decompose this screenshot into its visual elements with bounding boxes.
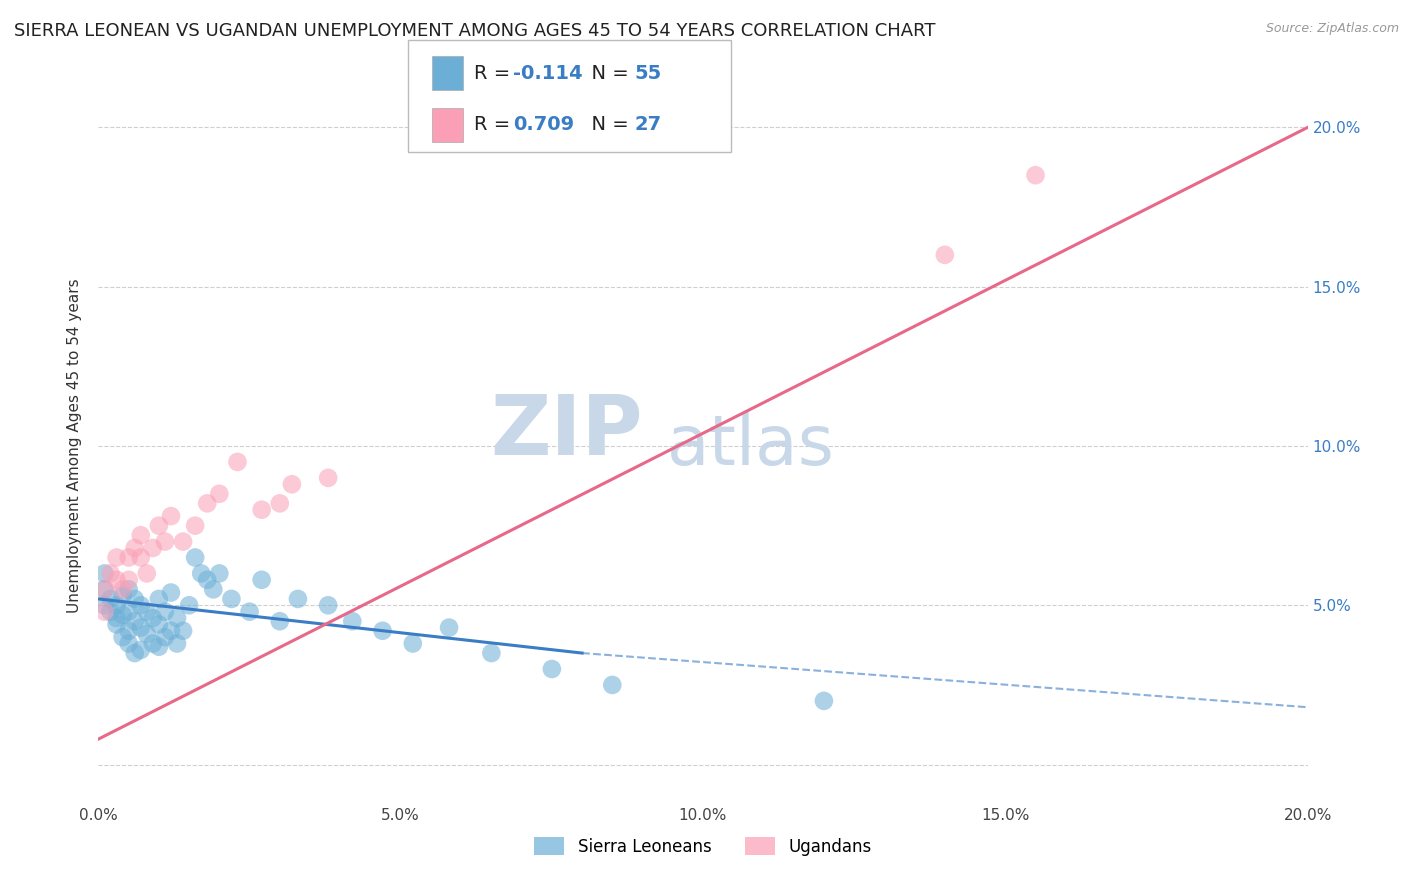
- Text: R =: R =: [474, 64, 516, 83]
- Point: [371, 624, 394, 638]
- Point: [160, 509, 183, 524]
- Point: [129, 550, 152, 565]
- Point: [153, 630, 176, 644]
- Point: [148, 617, 170, 632]
- Point: [105, 599, 128, 613]
- Point: [402, 636, 425, 650]
- Point: [269, 496, 291, 510]
- Point: [316, 599, 339, 613]
- Point: [142, 636, 165, 650]
- Point: [93, 599, 115, 613]
- Point: [1024, 168, 1046, 182]
- Text: N =: N =: [579, 64, 636, 83]
- Point: [93, 605, 115, 619]
- Text: ZIP: ZIP: [491, 392, 643, 472]
- Point: [540, 662, 562, 676]
- Point: [124, 646, 146, 660]
- Point: [239, 605, 262, 619]
- Point: [221, 591, 243, 606]
- Point: [813, 694, 835, 708]
- Text: 55: 55: [634, 64, 661, 83]
- Point: [934, 248, 956, 262]
- Text: 27: 27: [634, 115, 661, 134]
- Point: [100, 566, 122, 581]
- Point: [287, 591, 309, 606]
- Text: R =: R =: [474, 115, 516, 134]
- Point: [124, 614, 146, 628]
- Point: [184, 518, 207, 533]
- Point: [100, 605, 122, 619]
- Point: [129, 528, 152, 542]
- Text: -0.114: -0.114: [513, 64, 583, 83]
- Point: [93, 566, 115, 581]
- Point: [269, 614, 291, 628]
- Text: 0.709: 0.709: [513, 115, 574, 134]
- Point: [93, 582, 115, 597]
- Point: [160, 624, 183, 638]
- Point: [208, 566, 231, 581]
- Point: [129, 643, 152, 657]
- Point: [195, 496, 218, 510]
- Text: SIERRA LEONEAN VS UGANDAN UNEMPLOYMENT AMONG AGES 45 TO 54 YEARS CORRELATION CHA: SIERRA LEONEAN VS UGANDAN UNEMPLOYMENT A…: [14, 22, 935, 40]
- Point: [124, 541, 146, 555]
- Point: [111, 630, 134, 644]
- Point: [105, 573, 128, 587]
- Point: [208, 487, 231, 501]
- Point: [111, 589, 134, 603]
- Point: [148, 640, 170, 654]
- Point: [250, 502, 273, 516]
- Point: [142, 541, 165, 555]
- Point: [135, 566, 157, 581]
- Point: [202, 582, 225, 597]
- Text: Source: ZipAtlas.com: Source: ZipAtlas.com: [1265, 22, 1399, 36]
- Point: [105, 617, 128, 632]
- Point: [179, 599, 201, 613]
- Point: [118, 636, 141, 650]
- Point: [129, 621, 152, 635]
- Y-axis label: Unemployment Among Ages 45 to 54 years: Unemployment Among Ages 45 to 54 years: [67, 278, 83, 614]
- Point: [481, 646, 503, 660]
- Point: [342, 614, 364, 628]
- Text: atlas: atlas: [666, 412, 835, 480]
- Point: [166, 611, 188, 625]
- Point: [111, 582, 134, 597]
- Point: [118, 582, 141, 597]
- Point: [184, 550, 207, 565]
- Point: [160, 585, 183, 599]
- Point: [105, 611, 128, 625]
- Point: [148, 591, 170, 606]
- Point: [148, 518, 170, 533]
- Point: [129, 599, 152, 613]
- Point: [316, 471, 339, 485]
- Point: [93, 582, 115, 597]
- Point: [105, 550, 128, 565]
- Point: [118, 550, 141, 565]
- Point: [602, 678, 624, 692]
- Point: [142, 611, 165, 625]
- Point: [437, 621, 460, 635]
- Legend: Sierra Leoneans, Ugandans: Sierra Leoneans, Ugandans: [527, 830, 879, 863]
- Point: [118, 573, 141, 587]
- Point: [281, 477, 304, 491]
- Point: [190, 566, 212, 581]
- Point: [111, 607, 134, 622]
- Point: [172, 624, 194, 638]
- Point: [118, 605, 141, 619]
- Text: N =: N =: [579, 115, 636, 134]
- Point: [135, 627, 157, 641]
- Point: [124, 591, 146, 606]
- Point: [195, 573, 218, 587]
- Point: [172, 534, 194, 549]
- Point: [100, 591, 122, 606]
- Point: [166, 636, 188, 650]
- Point: [250, 573, 273, 587]
- Point: [153, 605, 176, 619]
- Point: [118, 624, 141, 638]
- Point: [153, 534, 176, 549]
- Point: [226, 455, 249, 469]
- Point: [135, 605, 157, 619]
